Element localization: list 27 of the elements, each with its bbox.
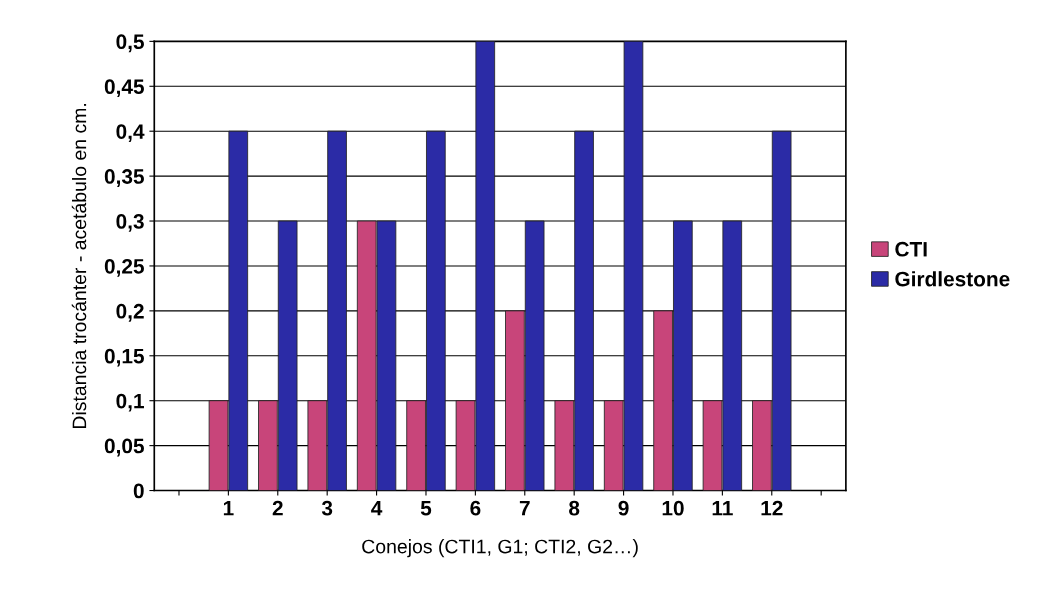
- y-tick-label: 0,25: [104, 258, 144, 277]
- y-tick-label: 0,15: [104, 348, 144, 367]
- x-tick-label: 6: [470, 500, 481, 516]
- x-tick-label: 7: [519, 501, 530, 516]
- x-tick-label: 3: [321, 500, 333, 516]
- x-tick-label: 2: [272, 500, 283, 516]
- x-axis-title: Conejos (CTI1, G1; CTI2, G2…): [362, 539, 638, 558]
- y-tick-label: 0,5: [116, 34, 144, 53]
- x-tick-label: 4: [371, 501, 383, 516]
- x-tick-label: 5: [420, 501, 432, 516]
- y-tick-label: 0,4: [116, 124, 145, 142]
- x-tick-label: 10: [662, 500, 684, 516]
- y-tick-label: 0,3: [116, 214, 144, 232]
- y-tick-label: 0,2: [116, 303, 144, 322]
- y-tick-label: 0,05: [104, 438, 144, 457]
- x-tick-label: 8: [569, 500, 580, 516]
- y-tick-label: 0,45: [104, 79, 144, 98]
- y-tick-label: 0,1: [116, 393, 144, 412]
- legend-label: CTI: [895, 241, 927, 257]
- x-tick-label: 9: [618, 500, 629, 516]
- x-tick-label: 1: [223, 501, 234, 516]
- y-axis-title: Distancia trocánter - acetábulo en cm.: [71, 103, 87, 429]
- legend-label: Girdlestone: [895, 271, 1010, 287]
- x-tick-label: 12: [761, 500, 783, 516]
- x-tick-label: 11: [712, 501, 733, 516]
- y-tick-label: 0: [133, 483, 144, 499]
- y-tick-label: 0,35: [104, 169, 144, 187]
